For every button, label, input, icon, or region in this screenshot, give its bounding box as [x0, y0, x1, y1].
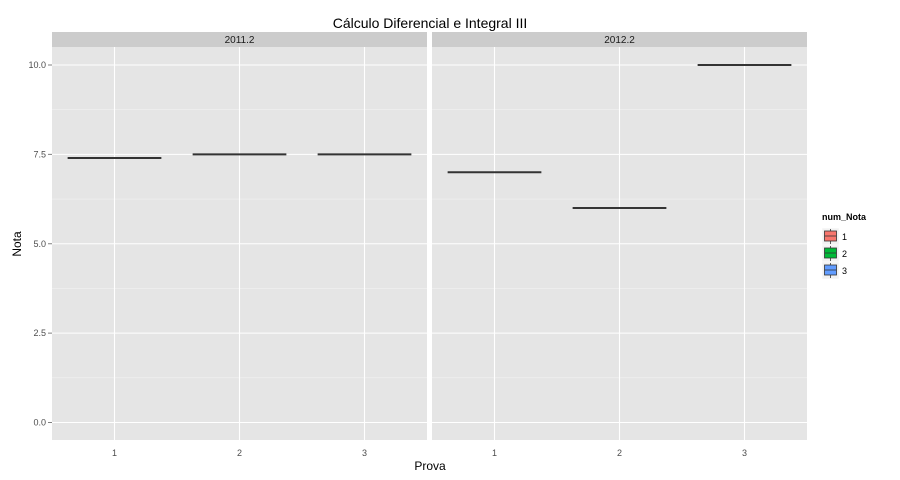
legend-item-label: 1	[842, 232, 847, 242]
y-tick-label: 0.0	[33, 418, 46, 428]
y-tick-label: 5.0	[33, 239, 46, 249]
x-tick-label: 3	[742, 448, 747, 458]
x-tick-label: 2	[617, 448, 622, 458]
x-tick-label: 3	[362, 448, 367, 458]
facet-panels: 2011.2 1 2 3 2012.2 1 2 3 0.0 2.5 5.0 7.5 10.0	[28, 32, 807, 458]
y-tick-label: 10.0	[28, 60, 46, 70]
x-tick-label: 2	[237, 448, 242, 458]
facet-strip-label: 2012.2	[604, 35, 635, 46]
legend-title: num_Nota	[822, 212, 867, 222]
x-tick-label: 1	[492, 448, 497, 458]
facet-strip-label: 2011.2	[225, 35, 255, 46]
y-axis-label: Nota	[10, 231, 24, 257]
x-tick-label: 1	[112, 448, 117, 458]
legend-item-label: 2	[842, 249, 847, 259]
legend-item-label: 3	[842, 266, 847, 276]
facet-strip	[52, 32, 427, 47]
y-tick-label: 7.5	[33, 149, 46, 159]
facet-strip	[432, 32, 807, 47]
y-tick-label: 2.5	[33, 328, 46, 338]
x-axis-label: Prova	[414, 459, 446, 473]
chart-title: Cálculo Diferencial e Integral III	[333, 15, 528, 31]
legend: num_Nota 1 2 3	[821, 212, 867, 280]
